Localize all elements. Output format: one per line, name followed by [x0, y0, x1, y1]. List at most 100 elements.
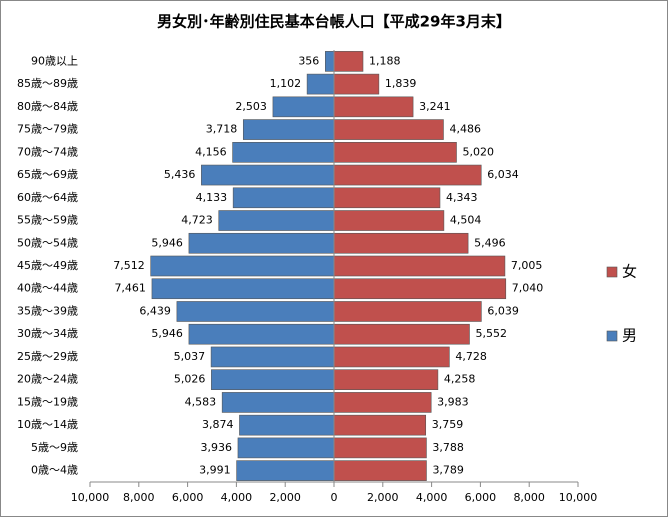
- bar: [333, 346, 450, 368]
- bar: [221, 392, 335, 413]
- bar: [325, 51, 335, 72]
- value-label: 5,496: [474, 236, 506, 249]
- bar: [218, 210, 335, 231]
- x-tick-label: 8,000: [513, 491, 545, 504]
- y-tick-label: 30歳～34歳: [17, 327, 78, 340]
- value-label: 7,461: [114, 282, 146, 295]
- bar: [333, 51, 364, 72]
- x-tick-label: 2,000: [367, 491, 399, 504]
- value-label: 3,788: [432, 441, 464, 454]
- bar: [188, 232, 335, 254]
- y-tick-label: 0歳～4歳: [31, 464, 78, 477]
- x-tick-label: 6,000: [465, 491, 497, 504]
- value-label: 7,040: [512, 282, 544, 295]
- x-tick-label: 4,000: [416, 491, 448, 504]
- bar: [333, 187, 441, 209]
- bar: [333, 255, 506, 277]
- bar: [150, 255, 335, 277]
- value-label: 4,486: [449, 123, 481, 136]
- value-label: 7,005: [511, 259, 543, 272]
- bar: [211, 369, 335, 390]
- value-label: 3,936: [200, 441, 232, 454]
- x-tick-label: 4,000: [221, 491, 253, 504]
- x-tick-label: 10,000: [71, 491, 110, 504]
- value-label: 4,723: [181, 214, 213, 227]
- value-label: 6,439: [139, 304, 171, 317]
- y-tick-label: 55歳～59歳: [17, 214, 78, 227]
- value-label: 3,983: [437, 395, 469, 408]
- bar: [333, 278, 507, 300]
- bar: [333, 119, 444, 140]
- value-label: 1,102: [270, 77, 302, 90]
- y-tick-label: 85歳～89歳: [17, 77, 78, 90]
- y-tick-label: 50歳～54歳: [17, 236, 78, 249]
- y-tick-label: 80歳～84歳: [17, 100, 78, 113]
- value-label: 5,037: [174, 350, 206, 363]
- value-label: 3,759: [432, 418, 464, 431]
- bar: [237, 437, 335, 459]
- value-label: 2,503: [235, 100, 267, 113]
- bar: [333, 369, 439, 390]
- value-label: 1,839: [385, 77, 417, 90]
- value-label: 5,020: [462, 145, 494, 158]
- value-label: 4,728: [455, 350, 487, 363]
- bar: [333, 414, 427, 436]
- value-label: 356: [298, 54, 319, 67]
- value-label: 3,991: [199, 464, 231, 477]
- value-label: 4,583: [185, 395, 217, 408]
- value-label: 6,039: [487, 304, 518, 317]
- bar: [176, 301, 335, 322]
- y-tick-label: 70歳～74歳: [17, 145, 78, 158]
- value-label: 5,946: [151, 327, 183, 340]
- x-tick-label: 6,000: [172, 491, 204, 504]
- bar: [333, 437, 427, 459]
- value-label: 3,241: [419, 100, 451, 113]
- y-tick-label: 65歳～69歳: [17, 168, 78, 181]
- bar: [210, 346, 335, 368]
- value-label: 4,343: [446, 191, 478, 204]
- bar: [232, 142, 335, 163]
- value-label: 1,188: [369, 54, 401, 67]
- bar: [306, 73, 335, 95]
- value-label: 4,156: [195, 145, 227, 158]
- value-label: 4,504: [450, 214, 482, 227]
- y-tick-label: 60歳～64歳: [17, 191, 78, 204]
- value-label: 5,946: [151, 236, 183, 249]
- legend-swatch: [606, 266, 618, 278]
- chart-title: 男女別･年齢別住民基本台帳人口【平成29年3月末】: [157, 13, 511, 31]
- bar: [236, 460, 335, 481]
- x-tick-label: 2,000: [269, 491, 301, 504]
- y-tick-label: 90歳以上: [31, 54, 78, 67]
- y-tick-label: 75歳～79歳: [17, 123, 78, 136]
- bar: [151, 278, 335, 300]
- x-tick-label: 0: [331, 491, 338, 504]
- bar: [232, 187, 335, 209]
- value-label: 5,026: [174, 373, 206, 386]
- bar: [333, 73, 380, 95]
- legend-label: 男: [622, 327, 637, 345]
- y-tick-label: 35歳～39歳: [17, 304, 78, 317]
- value-label: 5,436: [164, 168, 196, 181]
- bar: [201, 164, 335, 186]
- bar: [333, 210, 445, 231]
- value-label: 7,512: [113, 259, 145, 272]
- bar: [188, 323, 335, 345]
- legend-label: 女: [622, 263, 637, 281]
- bar: [333, 96, 414, 118]
- y-tick-label: 15歳～19歳: [17, 395, 78, 408]
- bar: [239, 414, 335, 436]
- value-label: 5,552: [475, 327, 507, 340]
- bar: [333, 323, 470, 345]
- bar: [333, 301, 482, 322]
- x-tick-label: 8,000: [123, 491, 155, 504]
- bar: [333, 232, 469, 254]
- bar: [272, 96, 335, 118]
- y-tick-label: 5歳～9歳: [31, 441, 78, 454]
- value-label: 4,258: [444, 373, 476, 386]
- bar: [333, 460, 427, 481]
- value-label: 3,874: [202, 418, 234, 431]
- value-label: 3,718: [206, 123, 238, 136]
- bar: [333, 164, 482, 186]
- bar: [242, 119, 335, 140]
